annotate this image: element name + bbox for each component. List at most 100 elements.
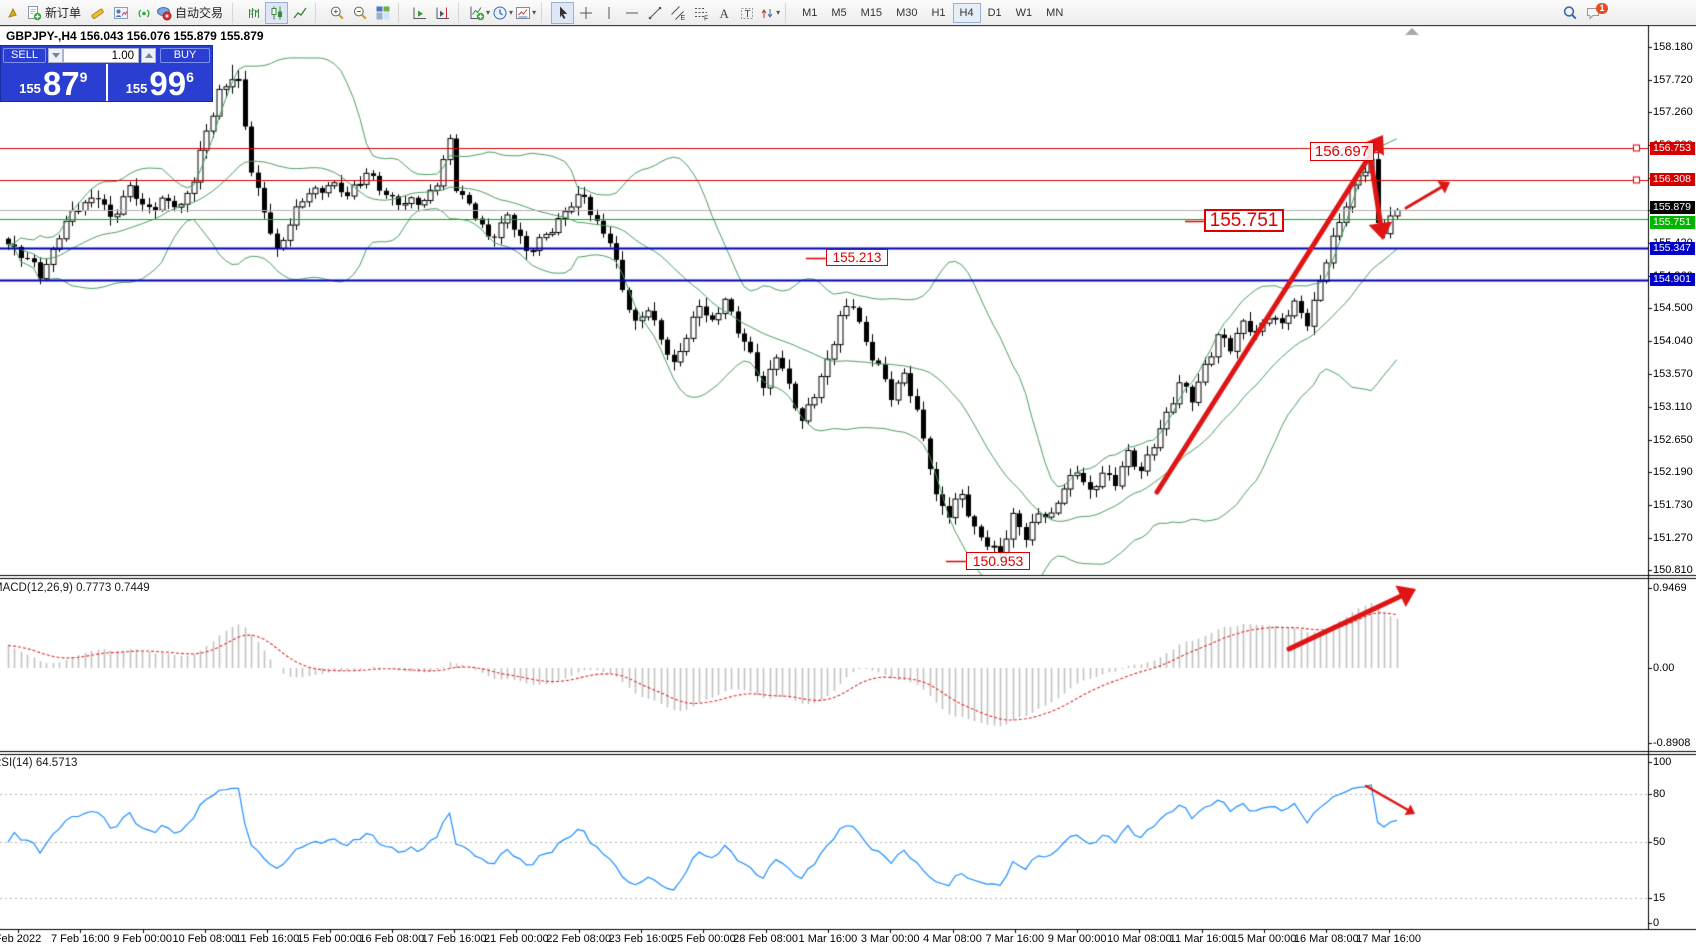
new-order-button[interactable]: 新订单: [25, 2, 86, 24]
zoom-in-button[interactable]: [325, 2, 348, 24]
volume-increase-button[interactable]: [141, 48, 156, 63]
cursor-button[interactable]: [551, 1, 575, 24]
price-annotation-label[interactable]: 156.697: [1310, 142, 1374, 161]
chart-candles-button[interactable]: [265, 1, 289, 24]
horizontal-line-button[interactable]: [620, 2, 643, 24]
time-axis-label: 7 Mar 16:00: [985, 933, 1045, 945]
rsi-axis-tick: 0: [1653, 916, 1660, 929]
toolbar-separator: [541, 2, 548, 23]
price-annotation-label[interactable]: 155.213: [826, 249, 888, 266]
rsi-axis-tick: 15: [1653, 892, 1666, 905]
periods-button[interactable]: ▾: [491, 2, 514, 24]
zoom-out-button[interactable]: [348, 2, 371, 24]
buy-button[interactable]: BUY: [160, 48, 210, 63]
buy-price[interactable]: 155 99 6: [108, 64, 213, 101]
equidistant-channel-button[interactable]: E: [666, 2, 689, 24]
signals-icon: [136, 5, 152, 21]
text-button[interactable]: A: [712, 2, 735, 24]
chevron-down-icon: ▾: [776, 8, 781, 17]
price-divider: [105, 64, 108, 101]
toolbar-grip-icon: [6, 5, 22, 21]
new-order-label: 新订单: [45, 6, 82, 20]
indicators-button[interactable]: ▾: [468, 2, 491, 24]
price-tag: 156.753: [1650, 141, 1695, 155]
buy-price-sup: 6: [186, 69, 194, 85]
timeframe-d1-button[interactable]: D1: [981, 3, 1009, 23]
price-axis-tick: 153.110: [1653, 400, 1692, 413]
time-axis-label: 9 Mar 00:00: [1047, 933, 1107, 945]
tile-windows-icon: [375, 5, 391, 21]
trendline-button[interactable]: [643, 2, 666, 24]
crosshair-button[interactable]: [574, 2, 597, 24]
auto-scroll-button[interactable]: [408, 2, 431, 24]
fibonacci-retracement-button[interactable]: F: [689, 2, 712, 24]
one-click-trading-panel: SELL BUY 155 87 9 155 99 6: [0, 45, 213, 102]
new-chart-button[interactable]: [86, 2, 109, 24]
vertical-line-button[interactable]: [597, 2, 620, 24]
cursor-icon: [555, 5, 571, 21]
vertical-line-icon: [601, 5, 617, 21]
price-axis-tick: 152.650: [1653, 433, 1693, 446]
equidistant-channel-icon: E: [670, 5, 686, 21]
text-label-button[interactable]: T: [735, 2, 758, 24]
timeframe-h1-button[interactable]: H1: [924, 3, 952, 23]
templates-button[interactable]: ▾: [514, 2, 537, 24]
chart-title: GBPJPY-,H4 156.043 156.076 155.879 155.8…: [6, 29, 264, 43]
timeframe-m1-button[interactable]: M1: [795, 3, 824, 23]
chart-candles-icon: [269, 5, 285, 21]
crosshair-icon: [578, 5, 594, 21]
svg-text:A: A: [719, 6, 729, 21]
price-axis-tick: 151.270: [1653, 531, 1693, 544]
sell-price-sup: 9: [79, 69, 88, 85]
toolbar-separator: [458, 2, 465, 23]
notifications-button[interactable]: 1: [1581, 2, 1608, 24]
price-axis-tick: 151.730: [1653, 498, 1693, 511]
horizontal-line-icon: [624, 5, 640, 21]
time-axis-label: 16 Mar 08:00: [1293, 933, 1359, 945]
price-axis-tick: 150.810: [1653, 564, 1693, 577]
toolbar-separator: [232, 2, 239, 23]
timeframe-m15-button[interactable]: M15: [854, 3, 889, 23]
rsi-indicator-label: RSI(14) 64.5713: [0, 757, 78, 769]
timeframe-m5-button[interactable]: M5: [824, 3, 853, 23]
price-annotation-label[interactable]: 150.953: [966, 552, 1030, 570]
svg-text:F: F: [704, 15, 708, 21]
chevron-down-icon: ▾: [509, 8, 514, 17]
search-button[interactable]: [1558, 2, 1581, 24]
chart-bars-button[interactable]: [242, 2, 265, 24]
signals-button[interactable]: [132, 2, 155, 24]
timeframe-w1-button[interactable]: W1: [1009, 3, 1040, 23]
profiles-button[interactable]: [109, 2, 132, 24]
price-tag: 155.347: [1650, 241, 1695, 255]
arrows-button[interactable]: ▾: [758, 2, 781, 24]
price-annotation-label[interactable]: 155.751: [1204, 209, 1284, 232]
tile-windows-button[interactable]: [371, 2, 394, 24]
toolbar: 新订单 自动交易 ▾ ▾ ▾ E F A T ▾ M1 M5 M15 M30 H1 H4 D1 W1 MN 1: [0, 0, 1696, 25]
time-axis-label: 3 Mar 00:00: [860, 933, 920, 945]
timeframe-h4-button[interactable]: H4: [952, 2, 981, 23]
volume-input[interactable]: [63, 48, 139, 63]
sell-price[interactable]: 155 87 9: [1, 64, 106, 101]
chart-shift-button[interactable]: [431, 2, 454, 24]
time-axis-label: 7 Feb 16:00: [50, 933, 110, 945]
autotrading-button[interactable]: 自动交易: [155, 2, 228, 24]
arrows-icon: [759, 5, 775, 21]
toolbar-grip[interactable]: [2, 2, 25, 24]
svg-text:E: E: [680, 15, 685, 21]
timeframe-m30-button[interactable]: M30: [889, 3, 924, 23]
chevron-up-icon: [144, 53, 153, 58]
price-axis-tick: 158.180: [1653, 41, 1693, 53]
volume-decrease-button[interactable]: [48, 48, 63, 63]
zoom-in-icon: [329, 5, 345, 21]
sell-button[interactable]: SELL: [3, 48, 46, 63]
time-axis-label: 17 Feb 16:00: [421, 933, 487, 945]
time-axis-label: 10 Mar 08:00: [1106, 933, 1172, 945]
rsi-axis-tick: 80: [1653, 787, 1666, 800]
trade-panel-prices: 155 87 9 155 99 6: [1, 64, 212, 101]
price-axis-tick: 153.570: [1653, 368, 1693, 381]
profiles-icon: [113, 5, 129, 21]
time-axis-label: 4 Mar 08:00: [923, 933, 982, 945]
chart-line-button[interactable]: [288, 2, 311, 24]
timeframe-mn-button[interactable]: MN: [1039, 3, 1070, 23]
